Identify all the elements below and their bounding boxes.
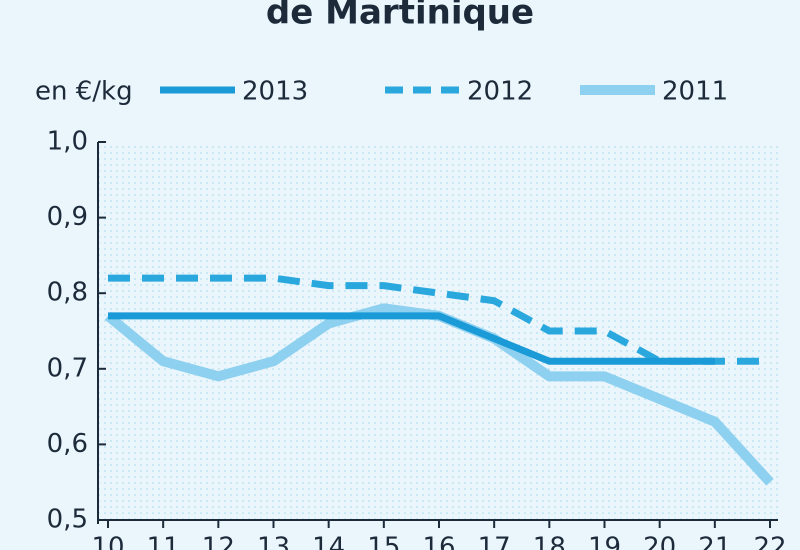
y-tick-label: 0,8 bbox=[47, 278, 88, 308]
series-line bbox=[108, 274, 770, 365]
chart-title: de Martinique bbox=[266, 0, 534, 33]
x-tick-label: 16 bbox=[422, 533, 455, 550]
legend-label: 2011 bbox=[662, 77, 728, 107]
series-line bbox=[108, 312, 715, 365]
x-tick-label: 19 bbox=[588, 533, 621, 550]
x-tick-label: 12 bbox=[202, 533, 235, 550]
y-tick-label: 0,7 bbox=[47, 353, 88, 383]
x-tick-label: 15 bbox=[367, 533, 400, 550]
x-tick-label: 14 bbox=[312, 533, 345, 550]
x-tick-label: 13 bbox=[257, 533, 290, 550]
y-tick-label: 0,6 bbox=[47, 429, 88, 459]
x-tick-label: 10 bbox=[91, 533, 124, 550]
y-tick-label: 0,9 bbox=[47, 202, 88, 232]
x-tick-label: 20 bbox=[643, 533, 676, 550]
legend-label: 2013 bbox=[242, 77, 308, 107]
x-tick-label: 22 bbox=[753, 533, 786, 550]
x-tick-label: 11 bbox=[147, 533, 180, 550]
x-tick-label: 18 bbox=[533, 533, 566, 550]
unit-label: en €/kg bbox=[35, 77, 133, 107]
x-tick-label: 21 bbox=[698, 533, 731, 550]
y-tick-label: 1,0 bbox=[47, 127, 88, 157]
legend-label: 2012 bbox=[467, 77, 533, 107]
y-tick-label: 0,5 bbox=[47, 505, 88, 535]
x-tick-label: 17 bbox=[478, 533, 511, 550]
plot-area bbox=[98, 142, 780, 520]
